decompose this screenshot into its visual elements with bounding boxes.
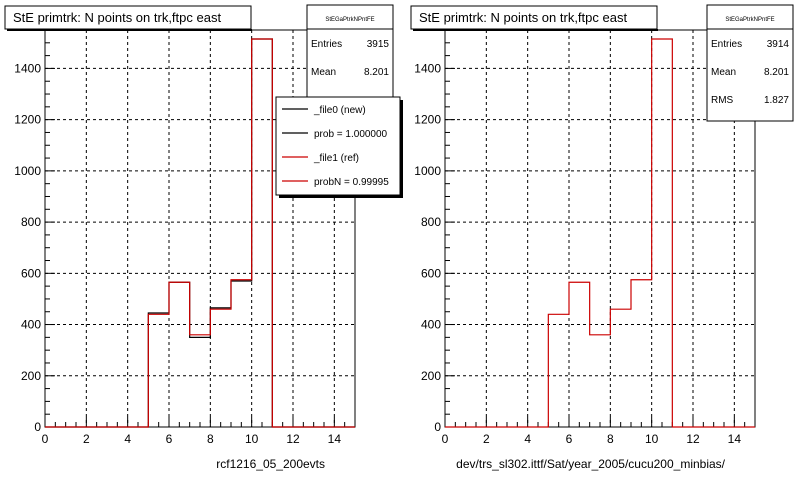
x-tick-label: 14	[728, 432, 742, 446]
stats-label: Mean	[311, 67, 336, 78]
stats-value: 8.201	[364, 67, 389, 78]
stats-box	[706, 4, 794, 122]
stats-value: 3915	[367, 39, 390, 50]
y-tick-label: 1400	[414, 61, 441, 75]
y-tick-label: 400	[421, 318, 441, 332]
x-tick-label: 2	[483, 432, 490, 446]
x-tick-label: 14	[328, 432, 342, 446]
stats-value: 8.201	[764, 67, 789, 78]
stats-label: Entries	[311, 39, 342, 50]
legend-entry-4: probN = 0.99995	[314, 177, 389, 188]
histogram-series-1	[445, 38, 755, 428]
x-tick-label: 8	[207, 432, 214, 446]
stats-label: Mean	[711, 67, 736, 78]
y-tick-label: 1200	[14, 113, 41, 127]
x-tick-label: 6	[566, 432, 573, 446]
stats-value: 3914	[767, 39, 790, 50]
x-tick-label: 0	[442, 432, 449, 446]
x-tick-label: 4	[124, 432, 131, 446]
x-tick-label: 2	[83, 432, 90, 446]
legend-entry-2: prob = 1.000000	[314, 129, 388, 140]
x-tick-label: 12	[686, 432, 700, 446]
x-tick-label: 10	[245, 432, 259, 446]
x-tick-label: 12	[286, 432, 300, 446]
legend-entry-3: _file1 (ref)	[313, 153, 359, 164]
stats-name: StEGaPtrkNPntFE	[725, 17, 774, 23]
y-tick-label: 600	[21, 266, 41, 280]
y-tick-label: 1400	[14, 61, 41, 75]
x-axis-label: rcf1216_05_200evts	[216, 457, 325, 471]
x-axis-label: dev/trs_sl302.ittf/Sat/year_2005/cucu200…	[456, 457, 725, 471]
y-tick-label: 200	[21, 369, 41, 383]
y-tick-label: 1200	[414, 113, 441, 127]
y-tick-label: 0	[34, 420, 41, 434]
y-tick-label: 800	[21, 215, 41, 229]
x-tick-label: 0	[42, 432, 49, 446]
stats-value: 1.827	[764, 95, 789, 106]
stats-name: StEGaPtrkNPntFE	[325, 17, 374, 23]
y-tick-label: 600	[421, 266, 441, 280]
stats-label: RMS	[711, 95, 734, 106]
y-tick-label: 0	[434, 420, 441, 434]
y-tick-label: 1000	[414, 164, 441, 178]
y-tick-label: 800	[421, 215, 441, 229]
x-tick-label: 8	[607, 432, 614, 446]
legend: _file0 (new) prob = 1.000000 _file1 (ref) p…	[275, 96, 403, 198]
y-tick-label: 400	[21, 318, 41, 332]
x-tick-label: 4	[524, 432, 531, 446]
chart-title: StE primtrk: N points on trk,ftpc east	[419, 10, 627, 25]
histogram-series-2	[45, 38, 355, 428]
y-tick-label: 1000	[14, 164, 41, 178]
legend-entry-1: _file0 (new)	[313, 105, 366, 116]
chart-title: StE primtrk: N points on trk,ftpc east	[13, 10, 221, 25]
legend-box	[275, 96, 401, 196]
x-tick-label: 6	[166, 432, 173, 446]
x-tick-label: 10	[645, 432, 659, 446]
stats-label: Entries	[711, 39, 742, 50]
histogram-panel-2: 0 2 4 6 8 10 12 14 0 200 400 600 800 1000 1200 1400 dev/…	[410, 4, 794, 471]
histogram-panel-1: 0 2 4 6 8 10 12 14 0 200 400 600 800 1000 1200 1400 rcf1…	[4, 4, 403, 471]
y-tick-label: 200	[421, 369, 441, 383]
plot-frame	[44, 29, 356, 428]
stats-box	[306, 4, 394, 104]
